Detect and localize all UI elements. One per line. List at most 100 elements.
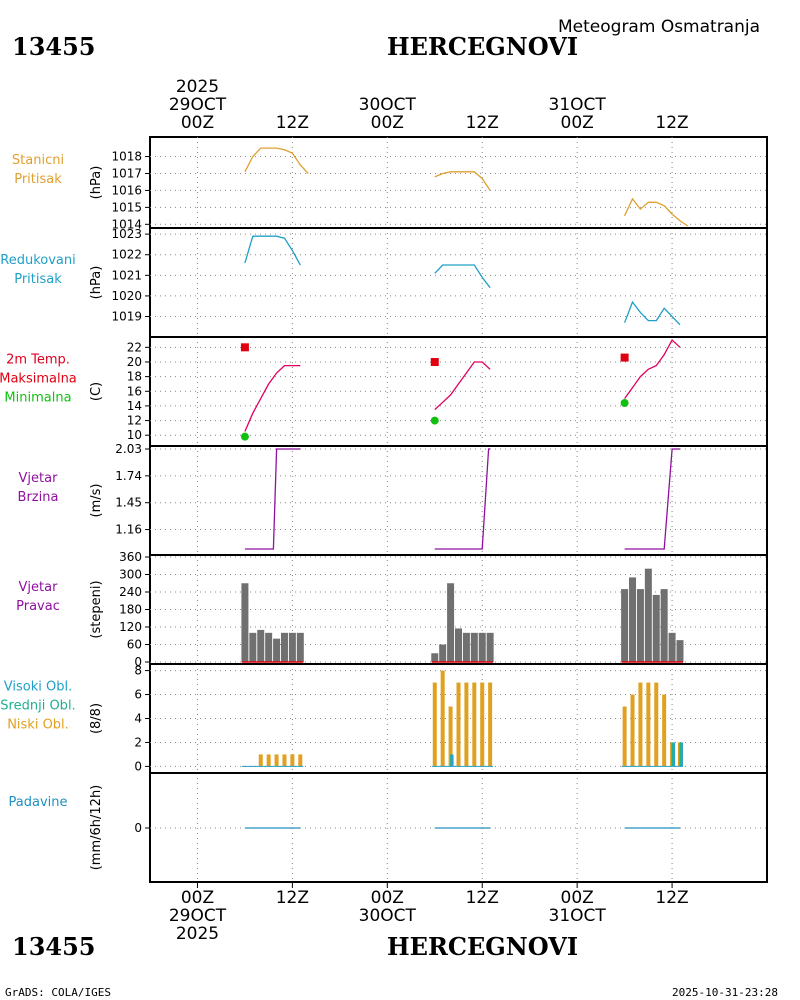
series-line: [434, 171, 491, 191]
y-axis-unit: (hPa): [89, 166, 104, 200]
low-cloud-bar: [298, 754, 303, 767]
panel-label: Maksimalna: [0, 372, 77, 387]
wind-direction-bar: [644, 568, 652, 662]
low-cloud-bar: [282, 754, 287, 767]
low-cloud-bar: [464, 682, 469, 767]
bottom-day-label: 30OCT: [359, 906, 417, 926]
station-id-top: 13455: [12, 32, 96, 61]
panel-label: Niski Obl.: [7, 718, 69, 733]
wind-direction-bar: [273, 638, 281, 662]
y-tick-label: 14: [127, 399, 142, 413]
y-tick-label: 10: [127, 428, 142, 442]
panel-label: 2m Temp.: [6, 353, 70, 368]
series-line: [434, 361, 491, 411]
y-tick-label: 1015: [111, 200, 142, 214]
y-tick-label: 1019: [111, 310, 142, 324]
footer-credit: GrADS: COLA/IGES: [5, 986, 111, 999]
wind-direction-bar: [241, 583, 249, 662]
low-cloud-bar: [654, 682, 659, 767]
low-cloud-bar: [622, 706, 627, 767]
wind-direction-bar: [668, 632, 676, 662]
y-tick-label: 180: [119, 603, 142, 617]
series-line: [624, 338, 681, 399]
y-tick-label: 6: [134, 688, 142, 702]
y-tick-label: 240: [119, 585, 142, 599]
top-hour-label: 12Z: [276, 113, 309, 133]
bottom-hour-label: 00Z: [181, 888, 214, 908]
low-cloud-bar: [488, 682, 493, 767]
low-cloud-bar: [480, 682, 485, 767]
panel-label: Vjetar: [19, 580, 59, 595]
bottom-year-label: 2025: [176, 924, 219, 944]
y-tick-label: 2: [134, 735, 142, 749]
wind-direction-bar: [439, 644, 447, 662]
y-tick-label: 12: [127, 414, 142, 428]
wind-direction-bar: [652, 594, 660, 662]
panel-label: Pravac: [16, 599, 60, 614]
y-tick-label: 20: [127, 355, 142, 369]
top-hour-label: 12Z: [466, 113, 499, 133]
wind-direction-bar: [249, 632, 257, 662]
wind-direction-bar: [280, 632, 288, 662]
bottom-day-label: 31OCT: [549, 906, 607, 926]
y-tick-label: 1018: [111, 150, 142, 164]
wind-direction-bar: [486, 632, 494, 662]
low-cloud-bar: [646, 682, 651, 767]
low-cloud-bar: [258, 754, 263, 767]
y-axis-unit: (stepeni): [89, 580, 104, 638]
wind-direction-bar: [288, 632, 296, 662]
y-tick-label: 18: [127, 370, 142, 384]
tmax-marker: [430, 357, 439, 366]
wind-direction-bar: [265, 632, 273, 662]
y-tick-label: 8: [134, 664, 142, 678]
station-id-bottom: 13455: [12, 932, 96, 961]
y-tick-label: 120: [119, 620, 142, 634]
low-cloud-bar: [662, 694, 667, 767]
y-tick-label: 1016: [111, 183, 142, 197]
footer-timestamp: 2025-10-31-23:28: [672, 986, 778, 999]
bottom-hour-label: 00Z: [561, 888, 594, 908]
top-hour-label: 00Z: [181, 113, 214, 133]
mid-cloud-bar: [450, 754, 453, 767]
high-cloud-bar: [673, 742, 676, 767]
tmax-marker: [620, 353, 629, 362]
y-tick-label: 1014: [111, 217, 142, 231]
y-tick-label: 300: [119, 568, 142, 582]
wind-direction-bar: [447, 583, 455, 662]
bottom-day-label: 29OCT: [169, 906, 227, 926]
top-day-label: 30OCT: [359, 95, 417, 115]
panel-label: Minimalna: [4, 391, 71, 406]
y-tick-label: 2.03: [115, 442, 142, 456]
tmax-marker: [240, 343, 249, 352]
low-cloud-bar: [266, 754, 271, 767]
low-cloud-bar: [290, 754, 295, 767]
series-line: [244, 147, 309, 174]
top-hour-label: 12Z: [655, 113, 688, 133]
panel-label: Brzina: [18, 490, 59, 505]
low-cloud-bar: [630, 694, 635, 767]
y-axis-unit: (C): [89, 382, 104, 401]
bottom-hour-label: 12Z: [276, 888, 309, 908]
tmin-marker: [430, 416, 439, 425]
wind-direction-bar: [296, 632, 304, 662]
y-tick-label: 60: [127, 638, 142, 652]
y-tick-label: 22: [127, 340, 142, 354]
high-cloud-bar: [451, 754, 454, 767]
low-cloud-bar: [472, 682, 477, 767]
panel-label: Srednji Obl.: [0, 699, 75, 714]
panel-label: Pritisak: [14, 172, 62, 187]
wind-direction-bar: [455, 628, 462, 662]
plot-frame: [149, 136, 768, 883]
bottom-hour-label: 00Z: [371, 888, 404, 908]
y-tick-label: 1022: [111, 248, 142, 262]
y-tick-label: 360: [119, 550, 142, 564]
series-line: [244, 235, 301, 266]
y-tick-label: 0: [134, 759, 142, 773]
tmin-marker: [240, 432, 249, 441]
mid-cloud-bar: [671, 742, 674, 767]
y-tick-label: 0: [134, 821, 142, 835]
wind-direction-bar: [478, 632, 486, 662]
chart-title: Meteogram Osmatranja: [558, 17, 760, 37]
